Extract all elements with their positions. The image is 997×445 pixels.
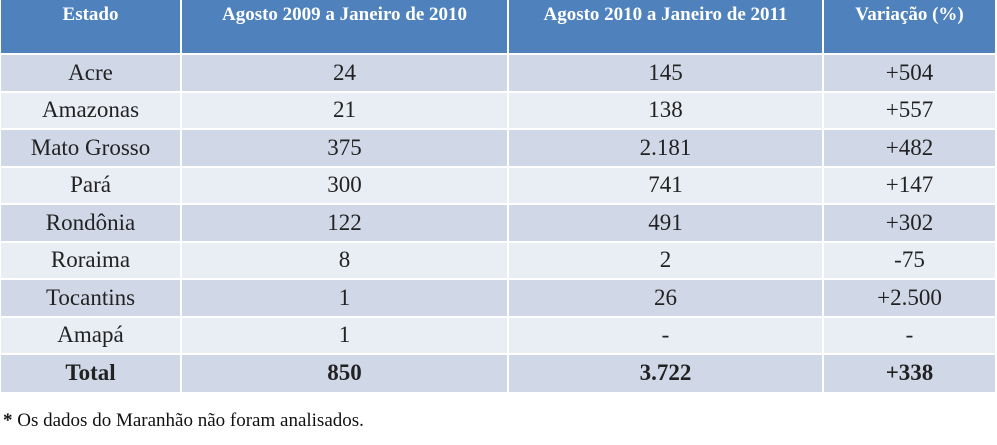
cell-estado: Rondônia (1, 203, 182, 242)
cell-periodo-2009-2010: 1 (181, 315, 509, 354)
cell-periodo-2009-2010: 8 (181, 240, 509, 279)
footnote: * Os dados do Maranhão não foram analisa… (3, 410, 364, 432)
cell-periodo-2010-2011: 138 (508, 90, 824, 129)
cell-periodo-2010-2011: 491 (508, 203, 824, 242)
table-row: Tocantins 1 26 +2.500 (1, 278, 995, 317)
cell-variacao: -75 (823, 240, 995, 279)
cell-estado: Pará (1, 165, 182, 204)
table-row: Roraima 8 2 -75 (1, 240, 995, 279)
cell-estado: Acre (1, 53, 182, 92)
cell-variacao: +557 (823, 90, 995, 129)
table-row: Pará 300 741 +147 (1, 165, 995, 204)
cell-variacao: +302 (823, 203, 995, 242)
cell-estado: Mato Grosso (1, 128, 182, 167)
cell-variacao: +2.500 (823, 278, 995, 317)
total-row: Total 850 3.722 +338 (1, 353, 995, 392)
table-row: Rondônia 122 491 +302 (1, 203, 995, 242)
cell-periodo-2010-2011: 2.181 (508, 128, 824, 167)
data-table: Estado Agosto 2009 a Janeiro de 2010 Ago… (1, 0, 995, 392)
table-row: Acre 24 145 +504 (1, 53, 995, 92)
cell-variacao: +504 (823, 53, 995, 92)
cell-periodo-2010-2011: 145 (508, 53, 824, 92)
cell-variacao: +482 (823, 128, 995, 167)
cell-periodo-2009-2010: 300 (181, 165, 509, 204)
cell-periodo-2010-2011: - (508, 315, 824, 354)
header-periodo-2010-2011: Agosto 2010 a Janeiro de 2011 (508, 0, 824, 54)
cell-periodo-2009-2010: 21 (181, 90, 509, 129)
table-row: Mato Grosso 375 2.181 +482 (1, 128, 995, 167)
cell-estado: Amapá (1, 315, 182, 354)
total-variacao: +338 (823, 353, 995, 392)
total-periodo-2010-2011: 3.722 (508, 353, 824, 392)
total-periodo-2009-2010: 850 (181, 353, 509, 392)
cell-periodo-2009-2010: 122 (181, 203, 509, 242)
cell-estado: Amazonas (1, 90, 182, 129)
cell-periodo-2010-2011: 741 (508, 165, 824, 204)
footnote-text: Os dados do Maranhão não foram analisado… (12, 410, 364, 431)
total-label: Total (1, 353, 182, 392)
table-row: Amapá 1 - - (1, 315, 995, 354)
cell-variacao: +147 (823, 165, 995, 204)
header-periodo-2009-2010: Agosto 2009 a Janeiro de 2010 (181, 0, 509, 54)
footnote-marker: * (3, 410, 13, 431)
header-row: Estado Agosto 2009 a Janeiro de 2010 Ago… (1, 0, 995, 54)
cell-periodo-2009-2010: 24 (181, 53, 509, 92)
table-row: Amazonas 21 138 +557 (1, 90, 995, 129)
cell-periodo-2010-2011: 26 (508, 278, 824, 317)
header-estado: Estado (1, 0, 182, 54)
header-variacao: Variação (%) (823, 0, 995, 54)
cell-periodo-2009-2010: 375 (181, 128, 509, 167)
cell-periodo-2010-2011: 2 (508, 240, 824, 279)
cell-periodo-2009-2010: 1 (181, 278, 509, 317)
cell-estado: Tocantins (1, 278, 182, 317)
cell-variacao: - (823, 315, 995, 354)
cell-estado: Roraima (1, 240, 182, 279)
